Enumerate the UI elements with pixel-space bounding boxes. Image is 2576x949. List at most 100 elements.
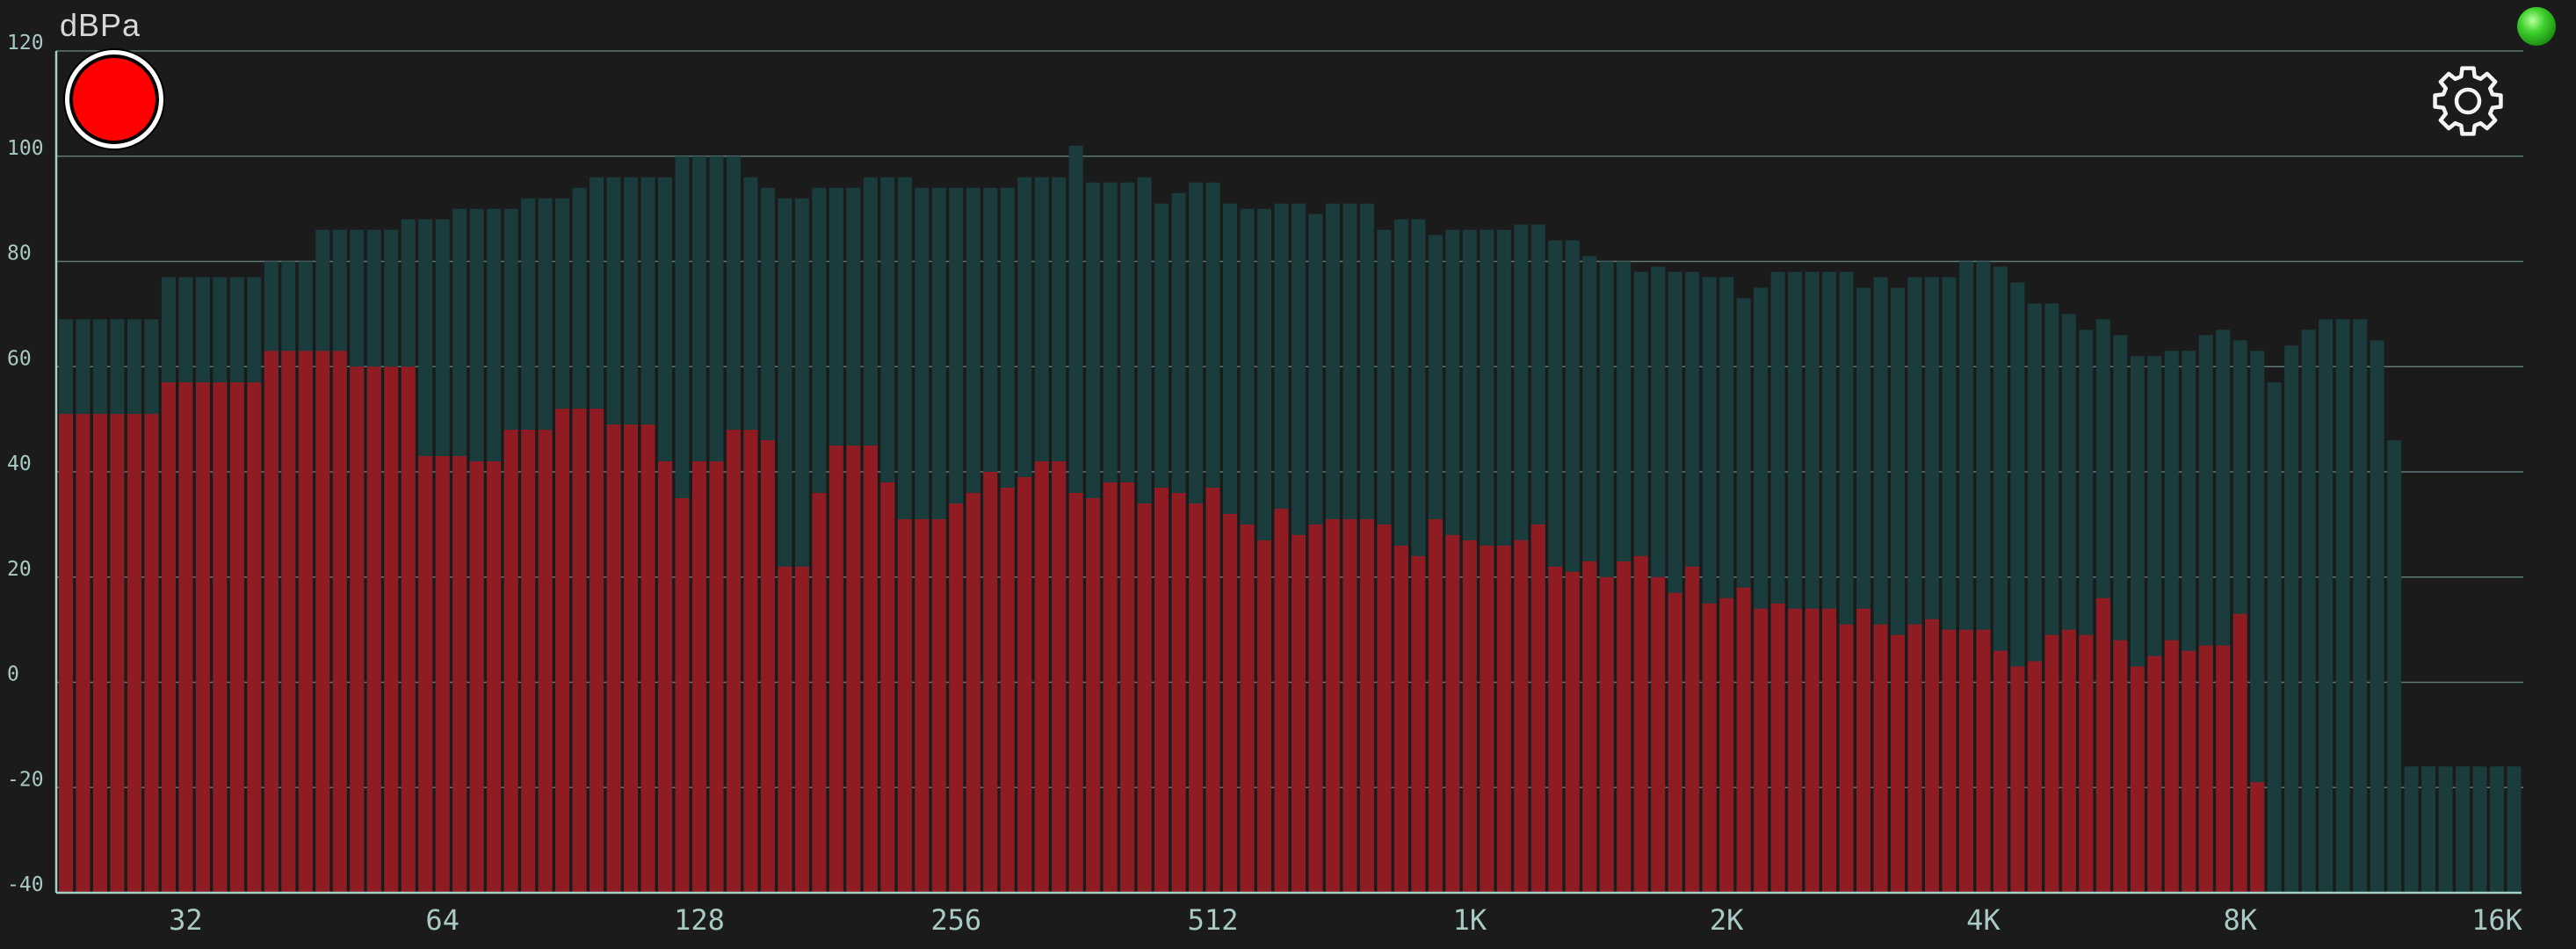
- level-bar: [1891, 634, 1905, 893]
- peak-bar: [2250, 351, 2265, 894]
- level-bar: [92, 414, 107, 893]
- level-bar: [521, 430, 536, 894]
- peak-bar: [2284, 345, 2299, 893]
- y-tick-label: -40: [7, 873, 44, 896]
- level-bar: [1788, 608, 1803, 893]
- level-bar: [572, 409, 587, 893]
- level-bar: [1240, 524, 1255, 893]
- y-axis-unit-label: dBPa: [60, 7, 141, 43]
- level-bar: [1359, 518, 1374, 893]
- level-bar: [2250, 782, 2265, 893]
- level-bar: [1034, 461, 1049, 893]
- level-bar: [2147, 656, 2162, 893]
- level-bar: [2164, 640, 2179, 893]
- level-bar: [350, 366, 365, 893]
- level-bar: [127, 414, 141, 893]
- level-bar: [966, 492, 980, 893]
- level-bar: [1719, 598, 1734, 893]
- level-bar: [1617, 561, 1632, 893]
- level-bar: [1907, 624, 1922, 893]
- level-bar: [1924, 619, 1939, 893]
- y-tick-label: 60: [7, 347, 32, 370]
- level-bars: [59, 351, 2265, 894]
- level-bar: [298, 351, 313, 894]
- level-bar: [897, 518, 912, 893]
- level-bar: [1428, 518, 1443, 893]
- peak-bar: [2490, 766, 2505, 893]
- y-tick-label: -20: [7, 768, 44, 791]
- level-bar: [1702, 603, 1717, 893]
- level-bar: [760, 440, 775, 893]
- level-bar: [1189, 503, 1204, 893]
- level-bar: [281, 351, 296, 894]
- level-bar: [452, 456, 467, 893]
- level-bar: [2027, 661, 2042, 893]
- level-bar: [2232, 613, 2247, 893]
- level-bar: [2113, 640, 2128, 893]
- level-bar: [846, 446, 861, 893]
- level-bar: [76, 414, 90, 893]
- x-tick-label: 512: [1188, 903, 1239, 937]
- level-bar: [2010, 666, 2025, 893]
- level-bar: [640, 424, 655, 893]
- level-bar: [1274, 508, 1289, 893]
- level-bar: [709, 461, 724, 893]
- level-bar: [469, 461, 484, 893]
- level-bar: [195, 382, 210, 893]
- level-bar: [949, 503, 964, 893]
- level-bar: [1223, 513, 1238, 893]
- level-bar: [1942, 629, 1957, 893]
- level-bar: [401, 366, 416, 893]
- grid-lines: [56, 50, 2523, 788]
- y-tick-label: 40: [7, 453, 32, 475]
- settings-button[interactable]: [2430, 63, 2506, 139]
- level-bar: [315, 351, 330, 894]
- axes: [54, 51, 2522, 895]
- level-bar: [366, 366, 381, 893]
- y-tick-label: 80: [7, 243, 32, 265]
- level-bar: [1154, 487, 1169, 893]
- level-bar: [812, 492, 827, 893]
- level-bar: [863, 446, 878, 893]
- level-bar: [1325, 518, 1340, 893]
- level-bar: [1480, 545, 1494, 893]
- x-tick-label: 16K: [2471, 903, 2523, 937]
- level-bar: [1000, 487, 1015, 893]
- level-bar: [1308, 524, 1323, 893]
- x-tick-labels: 32 64 128 256 512 1K 2K 4K 8K 16K: [169, 903, 2523, 937]
- level-bar: [1257, 540, 1272, 893]
- level-bar: [1137, 503, 1152, 893]
- status-led-icon: [2517, 7, 2556, 46]
- peak-bar: [2404, 766, 2419, 893]
- level-bar: [229, 382, 244, 893]
- x-tick-label: 64: [425, 903, 459, 937]
- level-bar: [1839, 624, 1854, 893]
- level-bar: [675, 497, 690, 893]
- level-bar: [332, 351, 347, 894]
- x-tick-label: 8K: [2223, 903, 2257, 937]
- level-bar: [778, 566, 792, 893]
- peak-bar: [2319, 319, 2334, 893]
- level-bar: [590, 409, 604, 893]
- level-bar: [1822, 608, 1837, 893]
- x-tick-label: 32: [169, 903, 203, 937]
- level-bar: [1633, 555, 1648, 893]
- level-bar: [1958, 629, 1973, 893]
- level-bar: [1548, 566, 1563, 893]
- level-bar: [1873, 624, 1888, 893]
- level-bar: [555, 409, 570, 893]
- level-bar: [1582, 561, 1597, 893]
- level-bar: [726, 430, 741, 894]
- level-bar: [1393, 545, 1408, 893]
- level-bar: [435, 456, 450, 893]
- record-button[interactable]: [65, 50, 163, 149]
- x-tick-label: 128: [674, 903, 725, 937]
- level-bar: [1668, 592, 1682, 893]
- peak-bar: [2438, 766, 2453, 893]
- level-bar: [2198, 645, 2213, 893]
- y-tick-label: 100: [7, 137, 44, 160]
- level-bar: [1651, 576, 1666, 893]
- peak-bar: [2421, 766, 2436, 893]
- level-bar: [1770, 603, 1785, 893]
